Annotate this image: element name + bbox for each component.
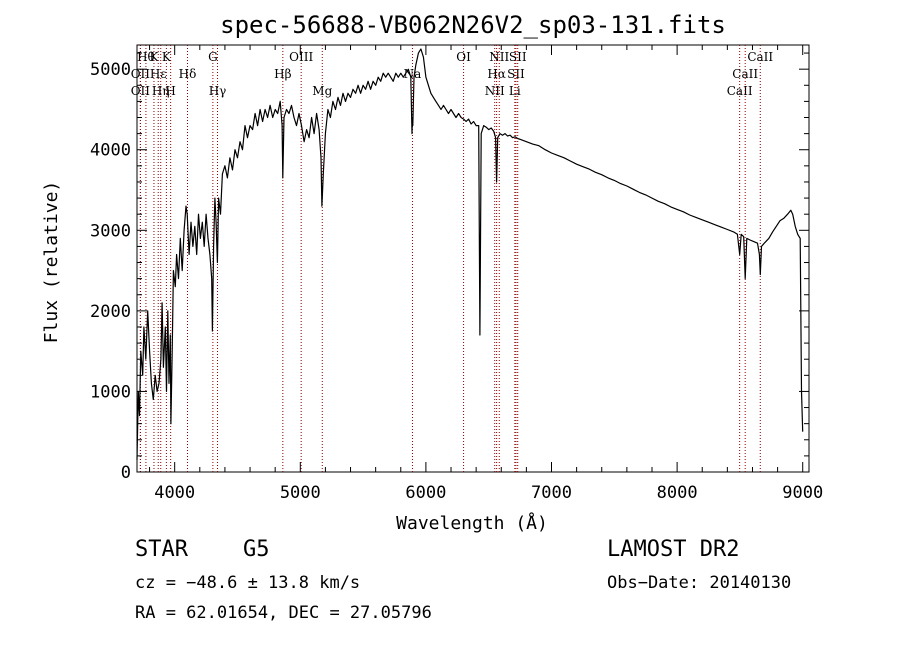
spectrum-line [136,48,804,460]
line-marker-label: Hγ [209,84,227,98]
redshift-text: cz = −48.6 ± 13.8 km/s [135,573,361,593]
x-tick-label: 4000 [154,483,195,503]
line-marker-label: Hα [487,67,506,81]
survey-name: LAMOST DR2 [607,537,740,562]
line-marker-label: SII [507,67,525,81]
y-tick-label: 0 [121,463,131,483]
line-marker-label: CaII [747,50,773,64]
line-marker-label: NII [489,50,509,64]
line-marker-label: H [165,84,175,98]
line-marker-label: OII [131,67,151,81]
chart-title: spec-56688-VB062N26V2_sp03-131.fits [220,11,726,39]
line-marker-label: SII [509,50,527,64]
y-tick-label: 4000 [90,141,131,161]
y-tick-label: 1000 [90,382,131,402]
x-tick-label: 9000 [782,483,823,503]
y-tick-label: 2000 [90,302,131,322]
x-tick-label: 8000 [657,483,698,503]
x-axis-label: Wavelength (Å) [396,512,548,534]
line-marker-label: CaII [732,67,758,81]
y-tick-label: 3000 [90,221,131,241]
line-marker-label: OII [131,84,151,98]
line-marker-label: Li [509,84,521,98]
obs-date-text: Obs−Date: 20140130 [607,573,792,593]
line-marker-label: OI [456,50,471,64]
line-marker-label: Hη [152,84,170,98]
line-marker-label: NII [485,84,505,98]
line-marker-label: K [162,50,172,64]
plot-area: HθOIIOIIKHεHηKHHδGHγHβOIIIMgNaOINIIHαNII… [90,44,823,503]
line-marker-label: OIII [289,50,313,64]
object-class: STAR [135,537,188,562]
line-marker-label: CaII [727,84,753,98]
x-tick-label: 5000 [280,483,321,503]
line-marker-label: Hβ [274,67,291,81]
line-marker-label: Hε [150,67,167,81]
plot-frame [136,44,810,473]
line-marker-label: Na [404,67,422,81]
line-marker-label: G [208,50,218,64]
y-tick-label: 5000 [90,60,131,80]
coordinates-text: RA = 62.01654, DEC = 27.05796 [135,603,432,623]
object-subclass: G5 [243,537,270,562]
x-tick-label: 6000 [405,483,446,503]
line-marker-label: K [149,50,159,64]
line-marker-label: Mg [312,84,332,98]
x-tick-label: 7000 [531,483,572,503]
y-axis-label: Flux (relative) [41,181,62,344]
line-marker-label: Hδ [179,67,197,81]
